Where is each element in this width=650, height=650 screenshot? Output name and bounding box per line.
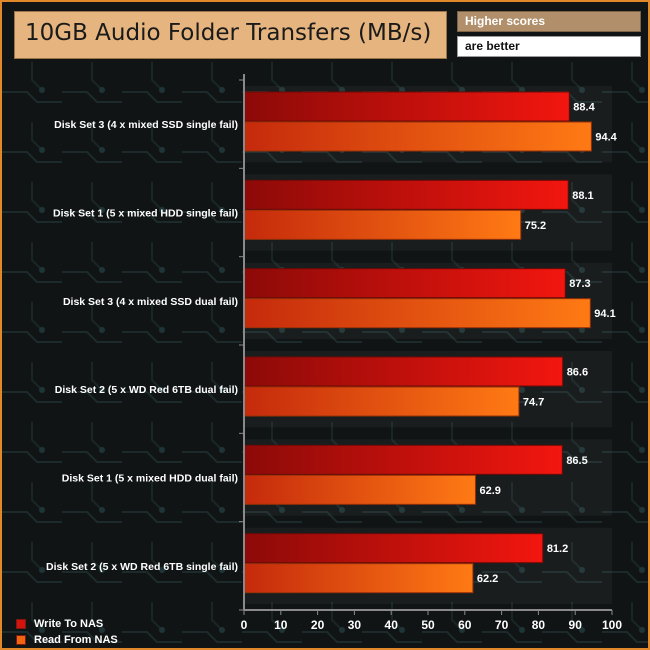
are-better-label: are better <box>457 36 641 57</box>
value-label-write: 88.1 <box>572 190 593 202</box>
bar-write <box>243 356 564 387</box>
value-label-write: 87.3 <box>569 278 590 290</box>
legend-label-read: Read From NAS <box>34 634 118 646</box>
bar-write <box>243 179 569 210</box>
x-tick-label: 70 <box>495 618 509 632</box>
value-label-write: 86.6 <box>567 367 588 379</box>
legend: Write To NAS Read From NAS <box>16 616 118 648</box>
bar-read <box>243 298 591 329</box>
legend-item-write: Write To NAS <box>16 616 118 632</box>
legend-swatch-write <box>16 619 26 629</box>
value-label-write: 81.2 <box>547 543 568 555</box>
title-box: 10GB Audio Folder Transfers (MB/s) <box>14 11 447 59</box>
bar-write <box>243 91 570 122</box>
x-tick-label: 30 <box>348 618 362 632</box>
category-label: Disk Set 1 (5 x mixed HDD single fail) <box>53 208 238 220</box>
x-tick-label: 20 <box>311 618 325 632</box>
category-label: Disk Set 2 (5 x WD Red 6TB dual fail) <box>55 384 238 396</box>
bar-write <box>243 444 563 475</box>
value-label-write: 88.4 <box>573 102 595 114</box>
bar-write <box>243 533 544 564</box>
bar-read <box>243 121 592 152</box>
value-label-read: 62.9 <box>479 485 500 497</box>
chart-title: 10GB Audio Folder Transfers (MB/s) <box>25 20 432 46</box>
value-label-write: 86.5 <box>566 455 587 467</box>
legend-item-read: Read From NAS <box>16 632 118 648</box>
category-label: Disk Set 1 (5 x mixed HDD dual fail) <box>62 473 238 485</box>
bar-write <box>243 268 566 299</box>
value-label-read: 74.7 <box>523 397 544 409</box>
x-tick-label: 90 <box>569 618 583 632</box>
x-tick-label: 0 <box>241 618 248 632</box>
x-tick-label: 10 <box>274 618 288 632</box>
higher-scores-label: Higher scores <box>457 11 641 32</box>
category-label: Disk Set 2 (5 x WD Red 6TB single fail) <box>46 561 238 573</box>
bar-read <box>243 474 476 505</box>
bar-read <box>243 563 474 594</box>
value-label-read: 75.2 <box>525 220 546 232</box>
bar-read <box>243 209 522 240</box>
bar-read <box>243 386 520 417</box>
x-tick-label: 80 <box>532 618 546 632</box>
value-label-read: 94.1 <box>594 308 615 320</box>
category-label: Disk Set 3 (4 x mixed SSD single fail) <box>54 119 238 131</box>
x-tick-label: 50 <box>421 618 435 632</box>
legend-label-write: Write To NAS <box>34 618 104 630</box>
x-tick-label: 100 <box>602 618 622 632</box>
legend-swatch-read <box>16 635 26 645</box>
value-label-read: 62.2 <box>477 573 498 585</box>
category-label: Disk Set 3 (4 x mixed SSD dual fail) <box>63 296 238 308</box>
x-tick-label: 60 <box>458 618 472 632</box>
x-tick-label: 40 <box>385 618 399 632</box>
value-label-read: 94.4 <box>595 132 617 144</box>
